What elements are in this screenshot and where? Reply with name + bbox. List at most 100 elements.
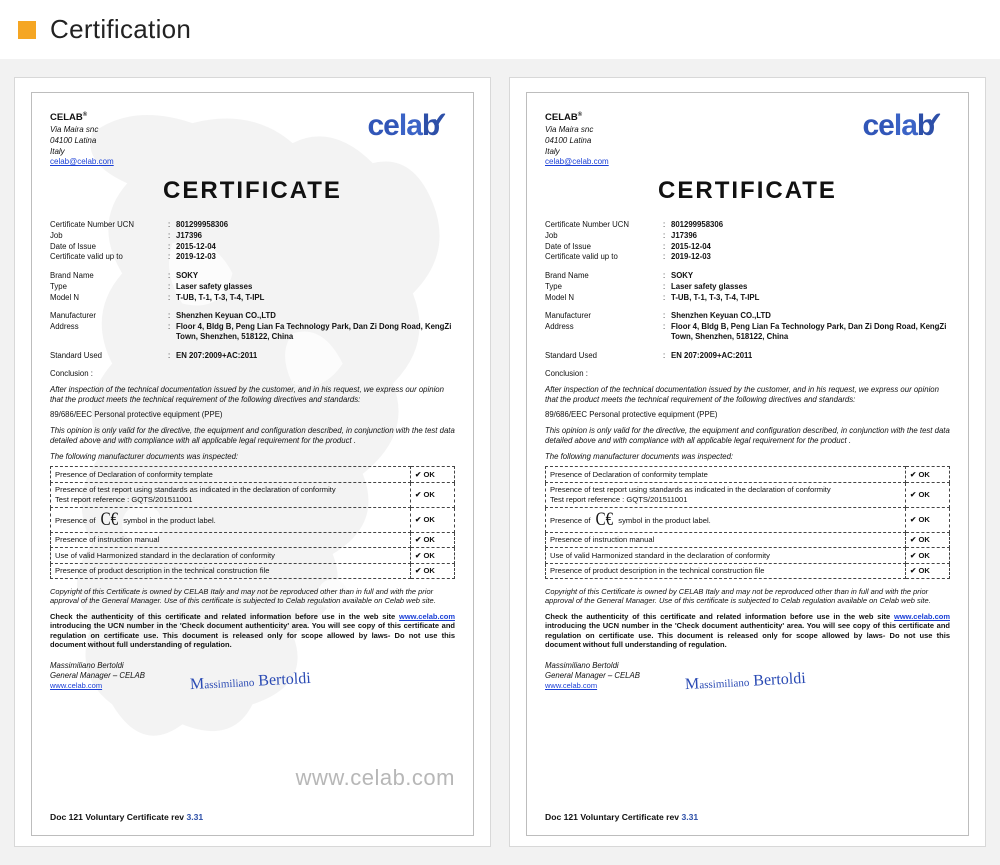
field-label: Address <box>50 322 168 341</box>
field-label: Certificate valid up to <box>50 252 168 262</box>
issuer-email-link[interactable]: celab@celab.com <box>545 157 609 166</box>
field-value: Shenzhen Keyuan CO.,LTD <box>671 311 950 321</box>
copyright-text: Copyright of this Certificate is owned b… <box>50 587 455 606</box>
watermark-url: www.celab.com <box>296 764 455 792</box>
conclusion-p3: This opinion is only valid for the direc… <box>50 426 455 445</box>
table-row: Use of valid Harmonized standard in the … <box>51 548 455 563</box>
signature-block: Massimiliano Bertoldi General Manager – … <box>50 661 455 690</box>
certificate-inner: CELAB® Via Maira snc 04100 Latina Italy … <box>526 92 969 836</box>
field-value: EN 207:2009+AC:2011 <box>176 351 455 361</box>
ok-cell: ✔ OK <box>906 482 950 507</box>
issuer-country: Italy <box>545 147 609 158</box>
field-label: Job <box>545 231 663 241</box>
document-revision: Doc 121 Voluntary Certificate rev 3.31 <box>545 812 698 823</box>
field-value: Laser safety glasses <box>176 282 455 292</box>
field-label: Manufacturer <box>545 311 663 321</box>
field-value: Shenzhen Keyuan CO.,LTD <box>176 311 455 321</box>
certificate-card-right: CELAB® Via Maira snc 04100 Latina Italy … <box>509 77 986 847</box>
signature-block: Massimiliano Bertoldi General Manager – … <box>545 661 950 690</box>
table-row: Presence of test report using standards … <box>51 482 455 507</box>
table-row: Presence of C€ symbol in the product lab… <box>546 507 950 532</box>
ok-cell: ✔ OK <box>906 532 950 547</box>
celab-link[interactable]: www.celab.com <box>399 612 455 621</box>
field-label: Type <box>545 282 663 292</box>
celab-logo: celab✔ <box>863 107 951 145</box>
field-value: T-UB, T-1, T-3, T-4, T-IPL <box>671 293 950 303</box>
conclusion-p4: The following manufacturer documents was… <box>545 452 950 462</box>
section-title: Certification <box>50 14 191 45</box>
conclusion-p2: 89/686/EEC Personal protective equipment… <box>545 410 950 420</box>
field-label: Model N <box>50 293 168 303</box>
field-label: Certificate Number UCN <box>50 220 168 230</box>
ok-cell: ✔ OK <box>411 467 455 482</box>
field-value: J17396 <box>176 231 455 241</box>
documents-table: Presence of Declaration of conformity te… <box>545 466 950 579</box>
issuer-email-link[interactable]: celab@celab.com <box>50 157 114 166</box>
field-value: J17396 <box>671 231 950 241</box>
field-value: Laser safety glasses <box>671 282 950 292</box>
table-row: Presence of C€ symbol in the product lab… <box>51 507 455 532</box>
field-label: Certificate valid up to <box>545 252 663 262</box>
table-row: Presence of Declaration of conformity te… <box>546 467 950 482</box>
field-value: 2019-12-03 <box>671 252 950 262</box>
table-row: Presence of product description in the t… <box>51 563 455 578</box>
issuer-company: CELAB <box>50 112 83 123</box>
signer-link[interactable]: www.celab.com <box>545 681 597 690</box>
conclusion-p3: This opinion is only valid for the direc… <box>545 426 950 445</box>
issuer-address2: 04100 Latina <box>50 136 114 147</box>
conclusion-p2: 89/686/EEC Personal protective equipment… <box>50 410 455 420</box>
field-label: Standard Used <box>545 351 663 361</box>
field-label: Manufacturer <box>50 311 168 321</box>
doc-cell: Presence of product description in the t… <box>546 563 906 578</box>
doc-cell: Presence of test report using standards … <box>51 482 411 507</box>
field-label: Date of Issue <box>50 242 168 252</box>
table-row: Presence of product description in the t… <box>546 563 950 578</box>
field-value: 2015-12-04 <box>671 242 950 252</box>
table-row: Presence of instruction manual✔ OK <box>51 532 455 547</box>
doc-cell: Presence of test report using standards … <box>546 482 906 507</box>
table-row: Presence of Declaration of conformity te… <box>51 467 455 482</box>
doc-cell: Use of valid Harmonized standard in the … <box>51 548 411 563</box>
ok-cell: ✔ OK <box>411 563 455 578</box>
ok-cell: ✔ OK <box>906 507 950 532</box>
issuer-address1: Via Maira snc <box>50 125 114 136</box>
field-label: Type <box>50 282 168 292</box>
doc-cell: Presence of product description in the t… <box>51 563 411 578</box>
signature-scribble: Massimiliano Bertoldi <box>190 669 312 695</box>
field-label: Brand Name <box>545 271 663 281</box>
doc-cell: Presence of Declaration of conformity te… <box>546 467 906 482</box>
ok-cell: ✔ OK <box>411 482 455 507</box>
doc-cell: Presence of instruction manual <box>546 532 906 547</box>
conclusion-p4: The following manufacturer documents was… <box>50 452 455 462</box>
field-label: Brand Name <box>50 271 168 281</box>
copyright-text: Copyright of this Certificate is owned b… <box>545 587 950 606</box>
certificates-container: CELAB® Via Maira snc 04100 Latina Italy … <box>0 59 1000 865</box>
field-value: SOKY <box>176 271 455 281</box>
documents-table: Presence of Declaration of conformity te… <box>50 466 455 579</box>
doc-cell: Presence of Declaration of conformity te… <box>51 467 411 482</box>
ok-cell: ✔ OK <box>906 563 950 578</box>
ok-cell: ✔ OK <box>906 467 950 482</box>
certificate-title: CERTIFICATE <box>545 176 950 206</box>
ce-mark-icon: C€ <box>596 509 614 532</box>
doc-cell: Use of valid Harmonized standard in the … <box>546 548 906 563</box>
doc-cell-ce: Presence of C€ symbol in the product lab… <box>546 507 906 532</box>
field-label: Standard Used <box>50 351 168 361</box>
ce-mark-icon: C€ <box>101 509 119 532</box>
celab-logo: celab✔ <box>368 107 456 145</box>
field-label: Job <box>50 231 168 241</box>
signer-name: Massimiliano Bertoldi <box>50 661 455 671</box>
doc-cell-ce: Presence of C€ symbol in the product lab… <box>51 507 411 532</box>
field-label: Model N <box>545 293 663 303</box>
signer-link[interactable]: www.celab.com <box>50 681 102 690</box>
ok-cell: ✔ OK <box>411 548 455 563</box>
field-value: Floor 4, Bldg B, Peng Lian Fa Technology… <box>176 322 455 341</box>
accent-square-icon <box>18 21 36 39</box>
conclusion-heading: Conclusion : <box>50 369 455 379</box>
field-label: Address <box>545 322 663 341</box>
authenticity-text: Check the authenticity of this certifica… <box>545 612 950 650</box>
celab-link[interactable]: www.celab.com <box>894 612 950 621</box>
issuer-block: CELAB® Via Maira snc 04100 Latina Italy … <box>50 111 114 168</box>
signer-name: Massimiliano Bertoldi <box>545 661 950 671</box>
conclusion-p1: After inspection of the technical docume… <box>50 385 455 404</box>
